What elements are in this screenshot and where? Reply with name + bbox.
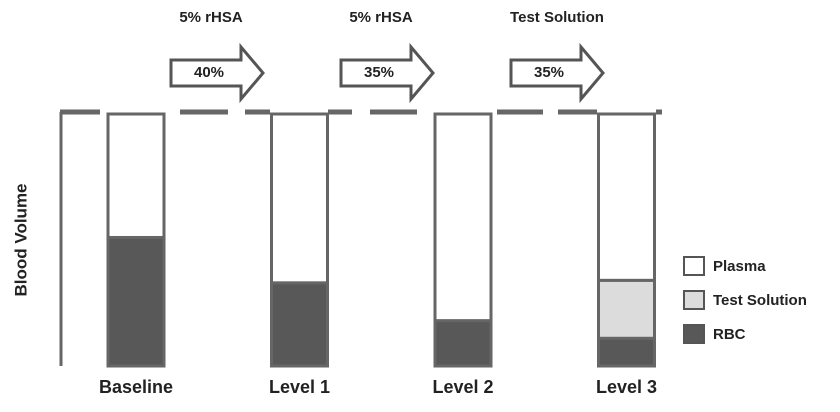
bar-segment xyxy=(597,336,656,368)
legend-swatch xyxy=(683,256,705,276)
step-arrow xyxy=(169,42,265,104)
legend-label: Test Solution xyxy=(713,292,807,309)
bar-segment xyxy=(597,278,656,340)
legend-swatch xyxy=(683,324,705,344)
category-label: Level 1 xyxy=(269,377,330,397)
step-arrow xyxy=(339,42,435,104)
bar-segment xyxy=(106,235,166,368)
legend-swatch xyxy=(683,290,705,310)
bar-segment xyxy=(433,112,493,323)
category-label: Level 3 xyxy=(596,377,657,397)
step-agent: 5% rHSA xyxy=(179,9,243,26)
bar-segment xyxy=(270,281,329,368)
step-agent: 5% rHSA xyxy=(349,9,413,26)
legend-label: Plasma xyxy=(713,258,766,275)
y-axis-label: Blood Volume xyxy=(11,183,30,296)
bar-segment xyxy=(597,112,656,282)
step-amount: 35% xyxy=(534,64,564,81)
step-amount: 35% xyxy=(364,64,394,81)
category-label: Level 2 xyxy=(432,377,493,397)
step-amount: 40% xyxy=(194,64,224,81)
step-arrow xyxy=(509,42,605,104)
category-label: Baseline xyxy=(99,377,173,397)
bar-segment xyxy=(106,112,166,239)
step-agent: Test Solution xyxy=(510,9,604,26)
legend-label: RBC xyxy=(713,326,746,343)
bar-segment xyxy=(433,319,493,368)
bar-segment xyxy=(270,112,329,285)
